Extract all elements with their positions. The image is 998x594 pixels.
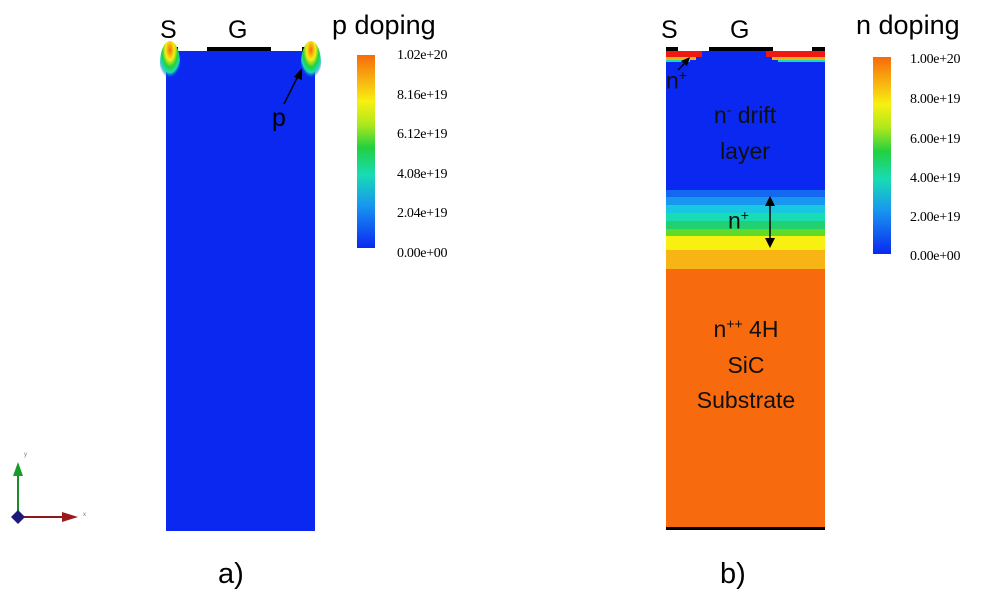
colorbar-tick: 2.00e+19 — [910, 210, 961, 225]
drift-layer-region — [666, 51, 825, 190]
colorbar-tick: 6.12e+19 — [397, 127, 448, 142]
n-plus-buffer-label: n+ — [728, 207, 749, 234]
p-well-doping-profile — [160, 41, 321, 85]
n-plus-source-label: n+ — [666, 67, 687, 94]
axes-triad: y x — [0, 440, 100, 540]
colorbar-tick: 8.16e+19 — [397, 88, 448, 103]
colorbar-tick: 4.00e+19 — [910, 171, 961, 186]
panel-caption: a) — [218, 558, 244, 590]
colorbar-title: n doping — [856, 10, 960, 40]
source-contact-right — [812, 47, 825, 51]
n-plus-source-implants — [666, 51, 825, 62]
axes-triad-icon — [11, 462, 78, 524]
colorbar-tick: 0.00e+00 — [910, 249, 961, 264]
device-body-n-doping — [666, 51, 825, 528]
colorbar-tick: 4.08e+19 — [397, 167, 448, 182]
source-label: S — [160, 16, 177, 44]
source-contact-left — [666, 47, 678, 51]
gate-label: G — [730, 16, 750, 44]
colorbar-tick: 1.02e+20 — [397, 48, 448, 63]
colorbar-tick: 8.00e+19 — [910, 92, 961, 107]
gate-contact — [207, 47, 271, 51]
source-label: S — [661, 16, 678, 44]
substrate-label: n++ 4H SiC Substrate — [696, 315, 796, 414]
n-doping-colorbar — [873, 57, 891, 254]
buffer-layer-region — [666, 229, 825, 236]
colorbar-tick: 2.04e+19 — [397, 206, 448, 221]
gate-label: G — [228, 16, 248, 44]
gate-contact — [709, 47, 773, 51]
colorbar-title: p doping — [332, 10, 436, 40]
colorbar-tick: 6.00e+19 — [910, 132, 961, 147]
device-body-p-doping — [160, 41, 321, 531]
drift-layer-label: n- drift layer — [713, 101, 777, 164]
p-well-right — [301, 41, 321, 85]
colorbar-tick: 1.00e+20 — [910, 52, 961, 67]
p-region-label: p — [272, 104, 286, 132]
colorbar-tick: 0.00e+00 — [397, 246, 448, 261]
y-axis-label: y — [24, 452, 27, 458]
drain-contact — [666, 527, 825, 530]
p-doping-colorbar — [357, 55, 375, 248]
panel-caption: b) — [720, 558, 746, 590]
substrate-region — [666, 269, 825, 528]
x-axis-label: x — [83, 512, 86, 518]
p-well-left — [160, 41, 180, 85]
